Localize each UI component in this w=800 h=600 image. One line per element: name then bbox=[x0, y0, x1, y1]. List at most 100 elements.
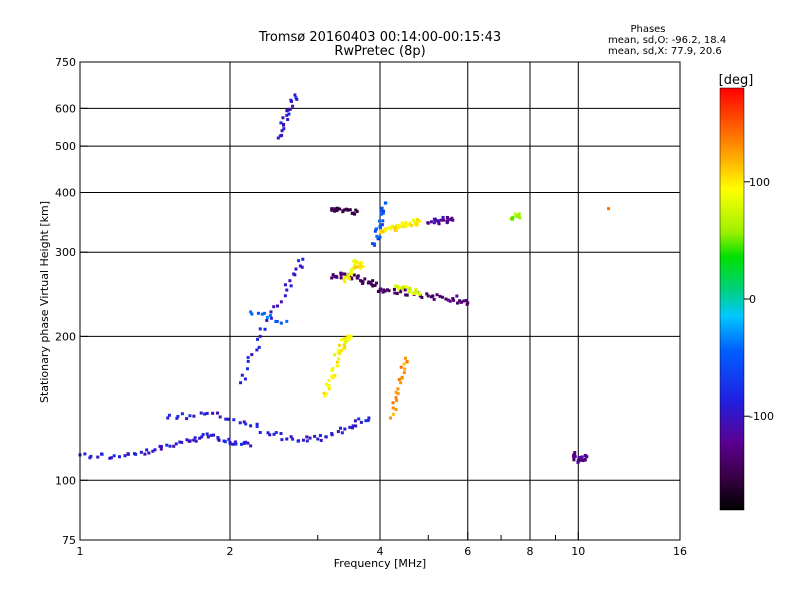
data-point bbox=[380, 230, 384, 234]
data-point bbox=[288, 107, 292, 111]
data-point bbox=[379, 212, 383, 216]
data-point bbox=[231, 442, 235, 446]
data-point bbox=[185, 417, 189, 421]
data-point bbox=[245, 367, 249, 371]
data-point bbox=[305, 439, 309, 443]
data-point bbox=[410, 224, 414, 228]
data-point bbox=[383, 289, 387, 293]
colorbar-tick-label: 100 bbox=[749, 176, 770, 189]
data-point bbox=[441, 215, 445, 219]
data-point bbox=[395, 399, 399, 403]
data-point bbox=[244, 422, 248, 426]
data-point bbox=[283, 294, 287, 298]
data-point bbox=[353, 419, 357, 423]
chart-title: Tromsø 20160403 00:14:00-00:15:43 bbox=[258, 30, 501, 45]
data-point bbox=[354, 262, 358, 266]
data-point bbox=[339, 276, 343, 280]
data-point bbox=[342, 336, 346, 340]
data-point bbox=[572, 458, 576, 462]
data-point bbox=[232, 418, 236, 422]
data-point bbox=[305, 435, 309, 439]
data-point bbox=[417, 292, 421, 296]
data-point bbox=[343, 343, 347, 347]
data-point bbox=[357, 417, 361, 421]
data-point bbox=[246, 359, 250, 363]
y-axis-ticks: 75 100 200 300 400 500 600 750 bbox=[55, 56, 88, 547]
data-point bbox=[414, 220, 418, 224]
data-point bbox=[192, 414, 196, 418]
data-point bbox=[333, 209, 337, 213]
data-point bbox=[392, 287, 396, 291]
data-point bbox=[406, 223, 410, 227]
data-point bbox=[265, 315, 269, 319]
data-point bbox=[249, 444, 253, 448]
data-point bbox=[192, 438, 196, 442]
data-point bbox=[398, 287, 402, 291]
colorbar-tick-label: 0 bbox=[749, 293, 756, 306]
data-point bbox=[330, 367, 334, 371]
data-point bbox=[380, 223, 384, 227]
data-point bbox=[297, 259, 301, 263]
data-point bbox=[345, 336, 349, 340]
data-point bbox=[579, 456, 583, 460]
data-point bbox=[227, 437, 231, 441]
data-point bbox=[330, 207, 334, 211]
data-point bbox=[356, 265, 360, 269]
data-point bbox=[393, 291, 397, 295]
data-point bbox=[279, 121, 283, 125]
data-point bbox=[289, 98, 293, 102]
data-point bbox=[337, 343, 341, 347]
x-tick-label: 6 bbox=[464, 545, 471, 558]
data-point bbox=[458, 299, 462, 303]
data-point bbox=[396, 223, 400, 227]
data-point bbox=[335, 360, 339, 364]
data-point bbox=[109, 456, 113, 460]
data-point bbox=[353, 258, 357, 262]
data-point bbox=[283, 283, 287, 287]
data-point bbox=[402, 362, 406, 366]
data-point bbox=[404, 285, 408, 289]
data-point bbox=[394, 390, 398, 394]
data-point bbox=[382, 229, 386, 233]
data-point bbox=[585, 455, 589, 459]
data-point bbox=[217, 438, 221, 442]
data-point bbox=[372, 283, 376, 287]
data-point bbox=[132, 452, 136, 456]
data-point bbox=[198, 436, 202, 440]
data-point bbox=[347, 337, 351, 341]
data-point bbox=[350, 277, 354, 281]
data-point bbox=[337, 348, 341, 352]
data-point bbox=[289, 435, 293, 439]
data-point bbox=[293, 93, 297, 97]
data-point bbox=[411, 218, 415, 222]
data-point bbox=[336, 350, 340, 354]
data-point bbox=[374, 281, 378, 285]
data-point bbox=[438, 294, 442, 298]
data-point bbox=[376, 290, 380, 294]
data-point bbox=[415, 222, 419, 226]
data-point bbox=[298, 264, 302, 268]
data-point bbox=[366, 418, 370, 422]
data-point bbox=[226, 417, 230, 421]
data-point bbox=[394, 227, 398, 231]
data-point bbox=[327, 385, 331, 389]
data-point bbox=[513, 212, 517, 216]
data-point bbox=[194, 439, 198, 443]
data-point bbox=[350, 426, 354, 430]
data-point bbox=[414, 287, 418, 291]
data-point bbox=[391, 406, 395, 410]
data-point bbox=[193, 436, 197, 440]
data-point bbox=[387, 226, 391, 230]
data-point bbox=[292, 272, 296, 276]
data-point bbox=[376, 237, 380, 241]
data-point bbox=[348, 274, 352, 278]
data-point bbox=[456, 301, 460, 305]
data-point bbox=[201, 433, 205, 437]
data-point bbox=[212, 433, 216, 437]
data-point bbox=[381, 211, 385, 215]
data-point bbox=[371, 242, 375, 246]
data-point bbox=[147, 451, 151, 455]
data-point bbox=[373, 229, 377, 233]
data-point bbox=[339, 271, 343, 275]
